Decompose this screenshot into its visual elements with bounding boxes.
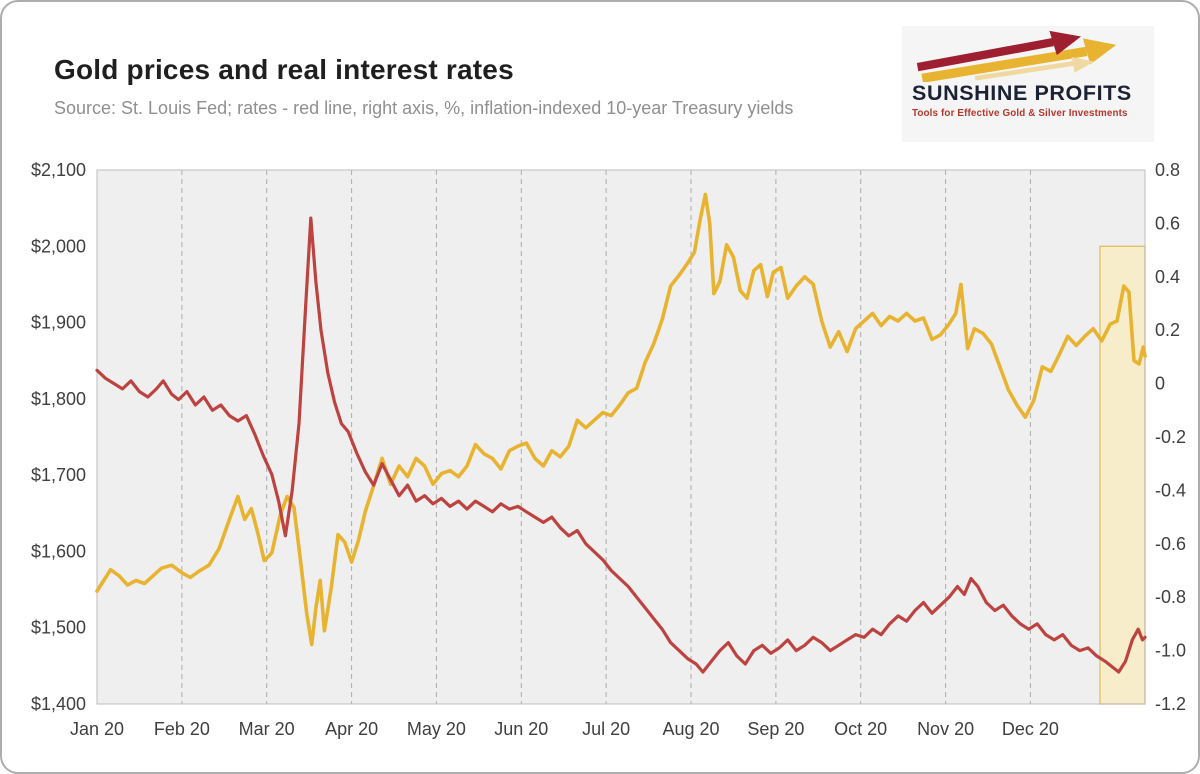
maroon-arrowhead-icon xyxy=(1049,30,1081,56)
y-right-tick-label: 0.8 xyxy=(1155,160,1180,180)
x-tick-label: Jun 20 xyxy=(494,719,548,739)
x-tick-label: May 20 xyxy=(407,719,466,739)
real-rate-series xyxy=(95,216,1147,674)
x-tick-label: Oct 20 xyxy=(834,719,887,739)
y-left-tick-label: $1,500 xyxy=(31,618,86,638)
x-tick-label: Jan 20 xyxy=(70,719,124,739)
x-tick-label: Aug 20 xyxy=(662,719,719,739)
y-right-tick-label: 0.6 xyxy=(1155,213,1180,233)
y-right-tick-label: -0.8 xyxy=(1155,587,1186,607)
y-left-tick-label: $1,900 xyxy=(31,313,86,333)
logo: SUNSHINE PROFITS Tools for Effective Gol… xyxy=(902,26,1154,142)
highlight-band xyxy=(1099,245,1146,705)
plot-area xyxy=(97,170,1145,704)
maroon-arrow-icon xyxy=(916,37,1054,72)
y-left-tick-label: $2,100 xyxy=(31,160,86,180)
y-left-tick-label: $1,600 xyxy=(31,541,86,561)
plot-border xyxy=(96,169,1146,705)
page-title: Gold prices and real interest rates xyxy=(54,54,514,85)
y-right-tick-label: 0 xyxy=(1155,374,1165,394)
y-right-tick-label: -0.6 xyxy=(1155,534,1186,554)
y-left-tick-label: $2,000 xyxy=(31,236,86,256)
gold-price-series xyxy=(95,192,1147,647)
y-left-tick-label: $1,800 xyxy=(31,389,86,409)
pale-arrowhead-icon xyxy=(1071,56,1094,73)
y-left-tick-label: $1,400 xyxy=(31,694,86,714)
y-right-tick-label: -0.4 xyxy=(1155,480,1186,500)
gold-arrow-icon xyxy=(921,46,1088,82)
y-left-tick-label: $1,700 xyxy=(31,465,86,485)
logo-tagline: Tools for Effective Gold & Silver Invest… xyxy=(912,107,1128,119)
x-tick-label: Sep 20 xyxy=(747,719,804,739)
x-tick-label: Mar 20 xyxy=(239,719,295,739)
logo-name: SUNSHINE PROFITS xyxy=(912,81,1132,105)
logo-arrows-icon xyxy=(916,30,1117,82)
pale-arrow-icon xyxy=(974,61,1074,81)
page-subtitle: Source: St. Louis Fed; rates - red line,… xyxy=(54,98,794,118)
x-tick-label: Jul 20 xyxy=(582,719,630,739)
x-tick-label: Feb 20 xyxy=(154,719,210,739)
x-tick-label: Dec 20 xyxy=(1002,719,1059,739)
y-right-tick-label: 0.2 xyxy=(1155,320,1180,340)
y-right-tick-label: -1.2 xyxy=(1155,694,1186,714)
y-right-tick-label: 0.4 xyxy=(1155,267,1180,287)
y-right-tick-label: -1.0 xyxy=(1155,641,1186,661)
gold-arrowhead-icon xyxy=(1082,38,1117,65)
y-right-tick-label: -0.2 xyxy=(1155,427,1186,447)
x-tick-label: Apr 20 xyxy=(325,719,378,739)
x-tick-label: Nov 20 xyxy=(917,719,974,739)
